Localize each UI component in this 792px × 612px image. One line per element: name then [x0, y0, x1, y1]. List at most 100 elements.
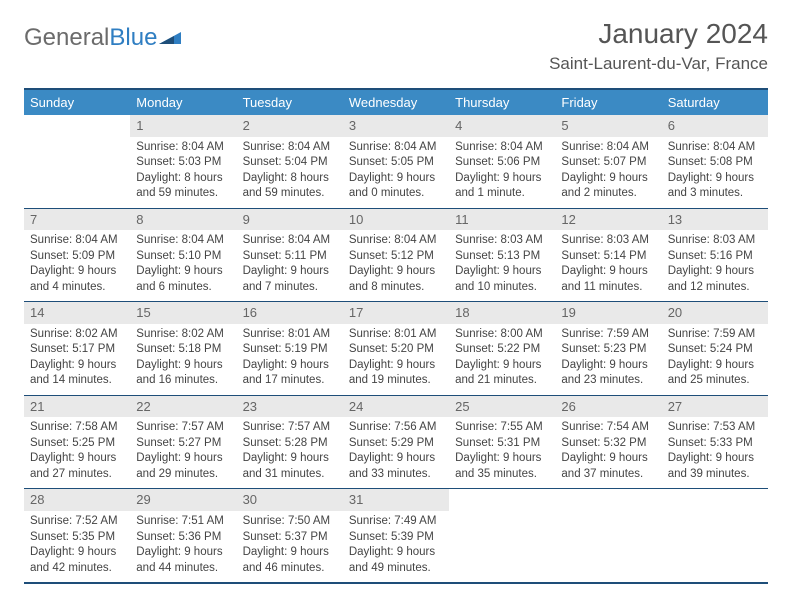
day-label-sat: Saturday — [662, 90, 768, 115]
sunrise-text: Sunrise: 8:03 AM — [561, 233, 655, 249]
daylight-text: Daylight: 9 hours and 14 minutes. — [30, 358, 124, 389]
sunrise-text: Sunrise: 7:55 AM — [455, 420, 549, 436]
sunset-text: Sunset: 5:32 PM — [561, 436, 655, 452]
daylight-text: Daylight: 9 hours and 1 minute. — [455, 171, 549, 202]
daylight-text: Daylight: 9 hours and 46 minutes. — [243, 545, 337, 576]
sunrise-text: Sunrise: 8:04 AM — [30, 233, 124, 249]
day-body: Sunrise: 7:55 AMSunset: 5:31 PMDaylight:… — [449, 417, 555, 488]
week-row: 7Sunrise: 8:04 AMSunset: 5:09 PMDaylight… — [24, 208, 768, 302]
day-number: 5 — [555, 115, 661, 137]
sunrise-text: Sunrise: 8:04 AM — [455, 140, 549, 156]
sunset-text: Sunset: 5:31 PM — [455, 436, 549, 452]
day-body: Sunrise: 8:04 AMSunset: 5:10 PMDaylight:… — [130, 230, 236, 301]
daylight-text: Daylight: 9 hours and 4 minutes. — [30, 264, 124, 295]
daylight-text: Daylight: 9 hours and 16 minutes. — [136, 358, 230, 389]
day-number: 22 — [130, 396, 236, 418]
sunrise-text: Sunrise: 7:58 AM — [30, 420, 124, 436]
sunset-text: Sunset: 5:17 PM — [30, 342, 124, 358]
sunset-text: Sunset: 5:13 PM — [455, 249, 549, 265]
day-number: 16 — [237, 302, 343, 324]
sunset-text: Sunset: 5:09 PM — [30, 249, 124, 265]
daylight-text: Daylight: 9 hours and 39 minutes. — [668, 451, 762, 482]
daylight-text: Daylight: 9 hours and 6 minutes. — [136, 264, 230, 295]
week-row: 21Sunrise: 7:58 AMSunset: 5:25 PMDayligh… — [24, 395, 768, 489]
sunrise-text: Sunrise: 8:04 AM — [668, 140, 762, 156]
day-cell: 11Sunrise: 8:03 AMSunset: 5:13 PMDayligh… — [449, 209, 555, 302]
sunrise-text: Sunrise: 7:57 AM — [136, 420, 230, 436]
sunrise-text: Sunrise: 8:03 AM — [455, 233, 549, 249]
daylight-text: Daylight: 9 hours and 27 minutes. — [30, 451, 124, 482]
daylight-text: Daylight: 9 hours and 23 minutes. — [561, 358, 655, 389]
sunset-text: Sunset: 5:37 PM — [243, 530, 337, 546]
day-body: Sunrise: 8:01 AMSunset: 5:20 PMDaylight:… — [343, 324, 449, 395]
day-body: Sunrise: 7:52 AMSunset: 5:35 PMDaylight:… — [24, 511, 130, 582]
logo-text-blue: Blue — [109, 24, 157, 52]
day-cell: 13Sunrise: 8:03 AMSunset: 5:16 PMDayligh… — [662, 209, 768, 302]
location: Saint-Laurent-du-Var, France — [549, 54, 768, 74]
daylight-text: Daylight: 9 hours and 49 minutes. — [349, 545, 443, 576]
day-cell: 27Sunrise: 7:53 AMSunset: 5:33 PMDayligh… — [662, 396, 768, 489]
day-cell: 16Sunrise: 8:01 AMSunset: 5:19 PMDayligh… — [237, 302, 343, 395]
day-body: Sunrise: 8:04 AMSunset: 5:11 PMDaylight:… — [237, 230, 343, 301]
day-number: 15 — [130, 302, 236, 324]
day-body: Sunrise: 8:04 AMSunset: 5:08 PMDaylight:… — [662, 137, 768, 208]
day-body: Sunrise: 8:04 AMSunset: 5:07 PMDaylight:… — [555, 137, 661, 208]
day-cell: 17Sunrise: 8:01 AMSunset: 5:20 PMDayligh… — [343, 302, 449, 395]
sunset-text: Sunset: 5:29 PM — [349, 436, 443, 452]
day-cell: 9Sunrise: 8:04 AMSunset: 5:11 PMDaylight… — [237, 209, 343, 302]
day-number: 25 — [449, 396, 555, 418]
daylight-text: Daylight: 9 hours and 29 minutes. — [136, 451, 230, 482]
day-cell: 3Sunrise: 8:04 AMSunset: 5:05 PMDaylight… — [343, 115, 449, 208]
day-cell — [24, 115, 130, 208]
day-body: Sunrise: 8:04 AMSunset: 5:12 PMDaylight:… — [343, 230, 449, 301]
day-body: Sunrise: 7:57 AMSunset: 5:28 PMDaylight:… — [237, 417, 343, 488]
daylight-text: Daylight: 9 hours and 10 minutes. — [455, 264, 549, 295]
day-body: Sunrise: 8:04 AMSunset: 5:04 PMDaylight:… — [237, 137, 343, 208]
logo-text-general: General — [24, 24, 109, 52]
day-body: Sunrise: 8:02 AMSunset: 5:18 PMDaylight:… — [130, 324, 236, 395]
day-body: Sunrise: 7:58 AMSunset: 5:25 PMDaylight:… — [24, 417, 130, 488]
sunset-text: Sunset: 5:27 PM — [136, 436, 230, 452]
day-cell: 10Sunrise: 8:04 AMSunset: 5:12 PMDayligh… — [343, 209, 449, 302]
day-number: 4 — [449, 115, 555, 137]
sunrise-text: Sunrise: 7:49 AM — [349, 514, 443, 530]
sunset-text: Sunset: 5:05 PM — [349, 155, 443, 171]
sunset-text: Sunset: 5:33 PM — [668, 436, 762, 452]
day-cell — [662, 489, 768, 582]
day-number: 12 — [555, 209, 661, 231]
day-body: Sunrise: 7:56 AMSunset: 5:29 PMDaylight:… — [343, 417, 449, 488]
sunset-text: Sunset: 5:08 PM — [668, 155, 762, 171]
day-cell: 26Sunrise: 7:54 AMSunset: 5:32 PMDayligh… — [555, 396, 661, 489]
sunrise-text: Sunrise: 7:56 AM — [349, 420, 443, 436]
day-body: Sunrise: 8:04 AMSunset: 5:05 PMDaylight:… — [343, 137, 449, 208]
day-label-fri: Friday — [555, 90, 661, 115]
daylight-text: Daylight: 9 hours and 11 minutes. — [561, 264, 655, 295]
sunrise-text: Sunrise: 8:04 AM — [243, 233, 337, 249]
sunset-text: Sunset: 5:24 PM — [668, 342, 762, 358]
sunrise-text: Sunrise: 7:52 AM — [30, 514, 124, 530]
day-label-thu: Thursday — [449, 90, 555, 115]
daylight-text: Daylight: 9 hours and 0 minutes. — [349, 171, 443, 202]
daylight-text: Daylight: 9 hours and 2 minutes. — [561, 171, 655, 202]
day-body: Sunrise: 7:49 AMSunset: 5:39 PMDaylight:… — [343, 511, 449, 582]
calendar: Sunday Monday Tuesday Wednesday Thursday… — [24, 88, 768, 584]
weeks-container: 1Sunrise: 8:04 AMSunset: 5:03 PMDaylight… — [24, 115, 768, 582]
day-body: Sunrise: 8:00 AMSunset: 5:22 PMDaylight:… — [449, 324, 555, 395]
day-cell: 7Sunrise: 8:04 AMSunset: 5:09 PMDaylight… — [24, 209, 130, 302]
day-body: Sunrise: 8:02 AMSunset: 5:17 PMDaylight:… — [24, 324, 130, 395]
sunset-text: Sunset: 5:11 PM — [243, 249, 337, 265]
day-number: 21 — [24, 396, 130, 418]
header: GeneralBlue January 2024 Saint-Laurent-d… — [24, 18, 768, 74]
daylight-text: Daylight: 9 hours and 31 minutes. — [243, 451, 337, 482]
sunrise-text: Sunrise: 8:04 AM — [349, 140, 443, 156]
day-cell: 1Sunrise: 8:04 AMSunset: 5:03 PMDaylight… — [130, 115, 236, 208]
day-number: 26 — [555, 396, 661, 418]
sunrise-text: Sunrise: 8:04 AM — [349, 233, 443, 249]
day-body: Sunrise: 8:04 AMSunset: 5:03 PMDaylight:… — [130, 137, 236, 208]
day-body: Sunrise: 8:03 AMSunset: 5:14 PMDaylight:… — [555, 230, 661, 301]
daylight-text: Daylight: 8 hours and 59 minutes. — [136, 171, 230, 202]
day-body: Sunrise: 8:04 AMSunset: 5:06 PMDaylight:… — [449, 137, 555, 208]
sunset-text: Sunset: 5:19 PM — [243, 342, 337, 358]
sunrise-text: Sunrise: 8:01 AM — [243, 327, 337, 343]
sunset-text: Sunset: 5:36 PM — [136, 530, 230, 546]
